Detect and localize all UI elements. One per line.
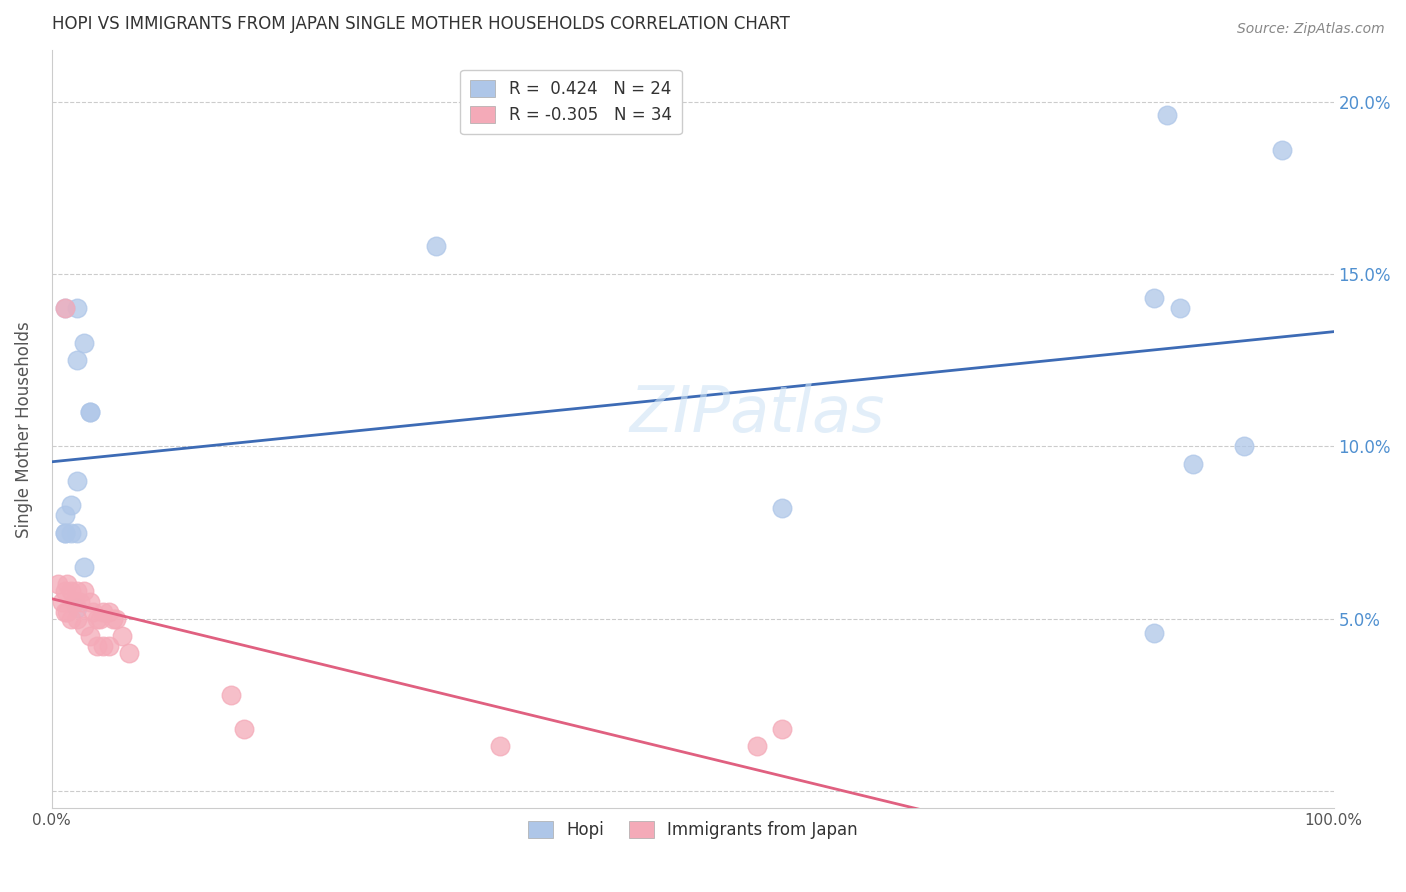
Point	[89, 612, 111, 626]
Point	[53, 584, 76, 599]
Point	[111, 629, 134, 643]
Point	[59, 498, 82, 512]
Point	[79, 405, 101, 419]
Point	[73, 335, 96, 350]
Point	[86, 640, 108, 654]
Point	[233, 722, 256, 736]
Point	[98, 640, 121, 654]
Point	[1181, 457, 1204, 471]
Point	[59, 525, 82, 540]
Point	[1143, 625, 1166, 640]
Point	[425, 239, 447, 253]
Point	[82, 605, 104, 619]
Legend: Hopi, Immigrants from Japan: Hopi, Immigrants from Japan	[522, 814, 865, 846]
Point	[770, 722, 793, 736]
Point	[66, 474, 89, 488]
Point	[53, 301, 76, 316]
Point	[103, 612, 125, 626]
Y-axis label: Single Mother Households: Single Mother Households	[15, 321, 32, 538]
Text: Source: ZipAtlas.com: Source: ZipAtlas.com	[1237, 22, 1385, 37]
Point	[770, 501, 793, 516]
Point	[66, 525, 89, 540]
Point	[489, 739, 512, 754]
Point	[219, 688, 242, 702]
Point	[1271, 143, 1294, 157]
Point	[59, 584, 82, 599]
Point	[53, 605, 76, 619]
Point	[66, 612, 89, 626]
Text: HOPI VS IMMIGRANTS FROM JAPAN SINGLE MOTHER HOUSEHOLDS CORRELATION CHART: HOPI VS IMMIGRANTS FROM JAPAN SINGLE MOT…	[52, 15, 790, 33]
Point	[1233, 439, 1256, 453]
Point	[73, 560, 96, 574]
Point	[91, 640, 114, 654]
Point	[66, 353, 89, 368]
Point	[1143, 291, 1166, 305]
Point	[53, 508, 76, 523]
Point	[118, 646, 141, 660]
Point	[66, 301, 89, 316]
Point	[59, 612, 82, 626]
Point	[79, 629, 101, 643]
Point	[79, 405, 101, 419]
Text: ZIPatlas: ZIPatlas	[628, 383, 884, 445]
Point	[56, 577, 79, 591]
Point	[1156, 108, 1178, 122]
Point	[51, 594, 73, 608]
Point	[56, 605, 79, 619]
Point	[745, 739, 768, 754]
Point	[73, 618, 96, 632]
Point	[73, 584, 96, 599]
Point	[98, 605, 121, 619]
Point	[86, 612, 108, 626]
Point	[69, 594, 91, 608]
Point	[79, 594, 101, 608]
Point	[66, 584, 89, 599]
Point	[53, 525, 76, 540]
Point	[91, 605, 114, 619]
Point	[66, 601, 89, 615]
Point	[104, 612, 127, 626]
Point	[1168, 301, 1191, 316]
Point	[53, 525, 76, 540]
Point	[46, 577, 69, 591]
Point	[63, 594, 86, 608]
Point	[53, 301, 76, 316]
